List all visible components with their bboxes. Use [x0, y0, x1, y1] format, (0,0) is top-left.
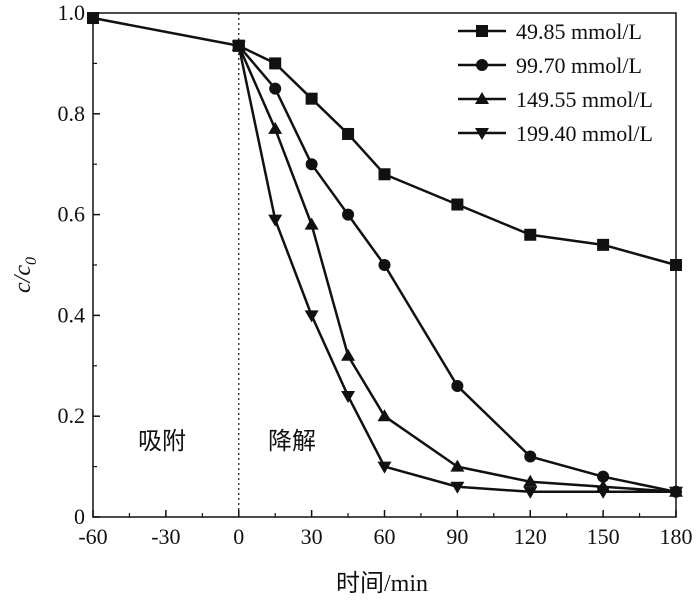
x-tick-label: 0: [233, 524, 244, 549]
series-2-point: [378, 259, 391, 271]
x-tick-label: -60: [78, 524, 107, 549]
series-1-point: [524, 228, 537, 241]
series-4-point: [596, 486, 611, 499]
series-2-point: [597, 470, 610, 483]
series-3-point: [523, 474, 538, 487]
series-4-point: [268, 214, 283, 227]
series-2-point: [342, 208, 355, 221]
y-tick-label: 0.4: [58, 302, 86, 327]
series-2-point: [451, 379, 464, 392]
x-tick-label: 180: [660, 524, 693, 549]
y-axis-title: c/c0: [10, 257, 40, 293]
series-1-point: [451, 198, 464, 211]
legend-marker-2: [476, 59, 488, 71]
adsorption-point: [87, 12, 99, 25]
series-4-point: [669, 486, 683, 499]
x-tick-label: 90: [446, 524, 468, 549]
series-2-point: [305, 158, 318, 171]
legend-marker-3: [475, 92, 489, 104]
series-4-point: [377, 461, 392, 474]
series-4-point: [523, 486, 538, 499]
series-line-1: [238, 44, 677, 267]
y-tick-label: 0: [74, 504, 85, 529]
series-group: [87, 12, 683, 499]
x-tick-label: 120: [514, 524, 547, 549]
axes-group: -60 -30 0 30 60 90 120 150 180 0 0.2 0.4 0.6 0.8 1.0: [58, 0, 693, 549]
adsorption-line: [92, 16, 239, 47]
series-3-point: [268, 121, 283, 134]
legend-label-3: 149.55 mmol/L: [516, 87, 653, 112]
y-axis-title-subscript: 0: [23, 257, 40, 265]
x-axis-title: 时间/min: [336, 570, 428, 597]
series-4-point: [231, 40, 246, 53]
series-line-4: [237, 45, 676, 494]
legend-label-2: 99.70 mmol/L: [516, 53, 642, 78]
series-4-point: [450, 481, 465, 494]
legend-marker-1: [476, 25, 488, 37]
y-tick-label: 0.2: [58, 403, 86, 428]
y-tick-label: 1.0: [58, 0, 86, 25]
series-2-point: [269, 82, 282, 95]
legend: 49.85 mmol/L 99.70 mmol/L 149.55 mmol/L 199…: [458, 19, 653, 146]
region-label-degradation: 降解: [268, 427, 316, 455]
series-1-point: [269, 57, 282, 70]
series-line-3: [237, 45, 677, 494]
series-4-point: [304, 310, 319, 323]
series-3-point: [341, 348, 356, 361]
series-1-point: [378, 168, 391, 181]
y-tick-label: 0.8: [58, 101, 86, 126]
series-line-2: [237, 44, 677, 494]
x-tick-label: 60: [374, 524, 396, 549]
x-tick-label: -30: [151, 524, 180, 549]
x-tick-label: 30: [301, 524, 323, 549]
series-3-point: [450, 459, 465, 472]
series-3-point: [304, 217, 319, 230]
series-4-point: [341, 391, 356, 404]
series-1-point: [305, 92, 318, 105]
region-label-adsorption: 吸附: [138, 427, 186, 455]
legend-label-4: 199.40 mmol/L: [516, 121, 653, 146]
legend-marker-4: [475, 128, 489, 140]
legend-label-1: 49.85 mmol/L: [516, 19, 642, 44]
series-2-point: [524, 450, 537, 463]
series-3-point: [377, 409, 392, 422]
y-tick-label: 0.6: [58, 202, 86, 227]
x-tick-label: 150: [587, 524, 620, 549]
series-1-point: [597, 238, 610, 251]
y-axis-title-main: c/c: [10, 265, 36, 293]
series-1-point: [670, 259, 682, 271]
series-1-point: [342, 127, 355, 140]
